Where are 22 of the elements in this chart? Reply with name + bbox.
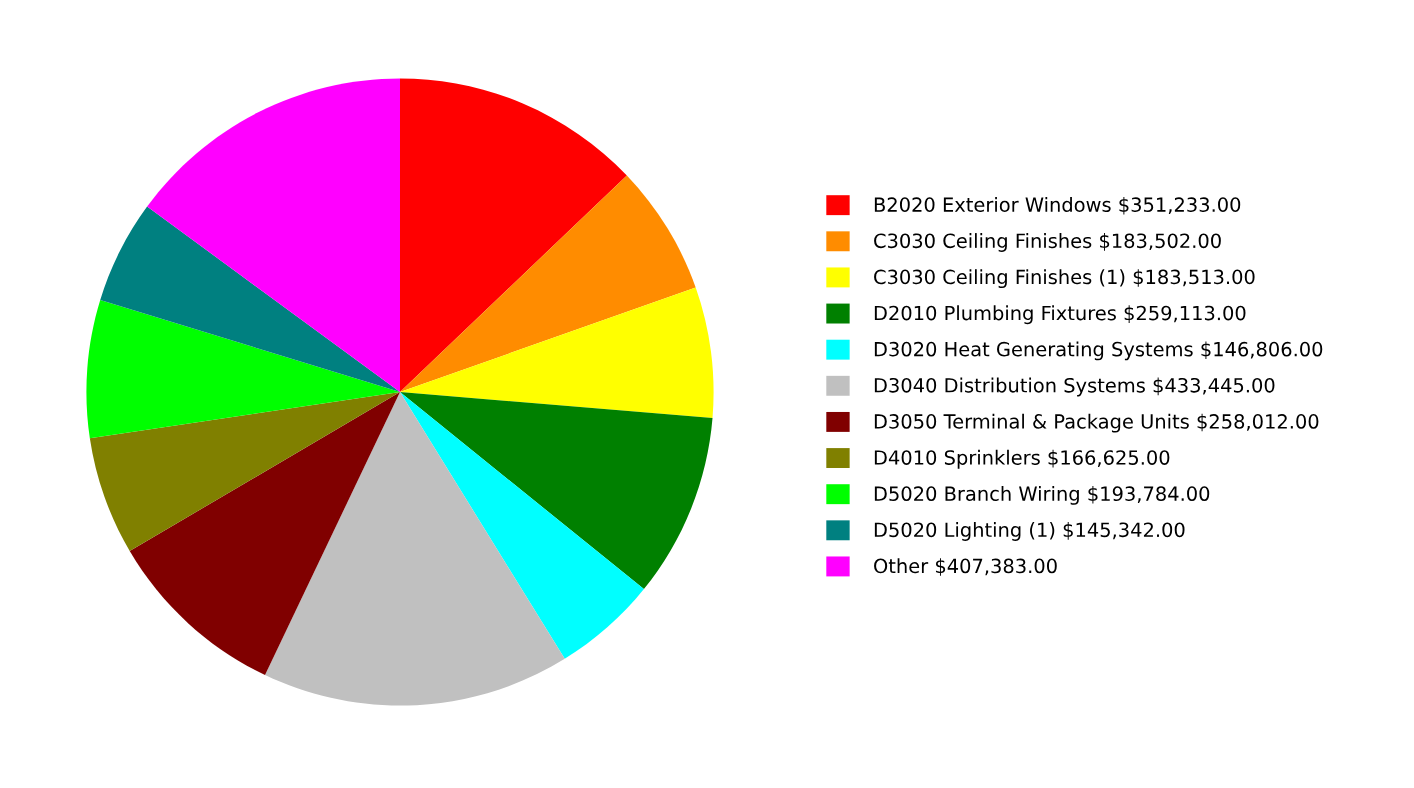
legend-label: D3050 Terminal & Package Units $258,012.00: [874, 413, 1319, 433]
legend-label: D3040 Distribution Systems $433,445.00: [874, 377, 1275, 397]
pie-slice: [400, 287, 714, 419]
legend-label: D5020 Branch Wiring $193,784.00: [874, 485, 1210, 505]
legend-label: D3020 Heat Generating Systems $146,806.00: [874, 341, 1323, 361]
pie-slice: [400, 175, 696, 392]
pie-slice: [89, 392, 400, 552]
pie-slice: [265, 392, 565, 706]
legend-label: D2010 Plumbing Fixtures $259,113.00: [874, 305, 1246, 325]
legend-label: C3030 Ceiling Finishes (1) $183,513.00: [874, 269, 1255, 289]
pie-slice: [100, 206, 400, 392]
pie-slice: [400, 392, 713, 590]
legend-label: C3030 Ceiling Finishes $183,502.00: [874, 233, 1221, 252]
pie-slice: [147, 78, 400, 392]
legend-label: D5020 Lighting (1) $145,342.00: [874, 522, 1185, 541]
pie-slice: [400, 78, 627, 392]
pie-slice: [400, 392, 644, 659]
legend-label: D4010 Sprinklers $166,625.00: [874, 449, 1170, 469]
pie-slice: [86, 299, 400, 439]
legend-label: B2020 Exterior Windows $351,233.00: [874, 196, 1241, 215]
pie-slice: [129, 392, 400, 676]
legend-label: Other $407,383.00: [874, 558, 1057, 576]
